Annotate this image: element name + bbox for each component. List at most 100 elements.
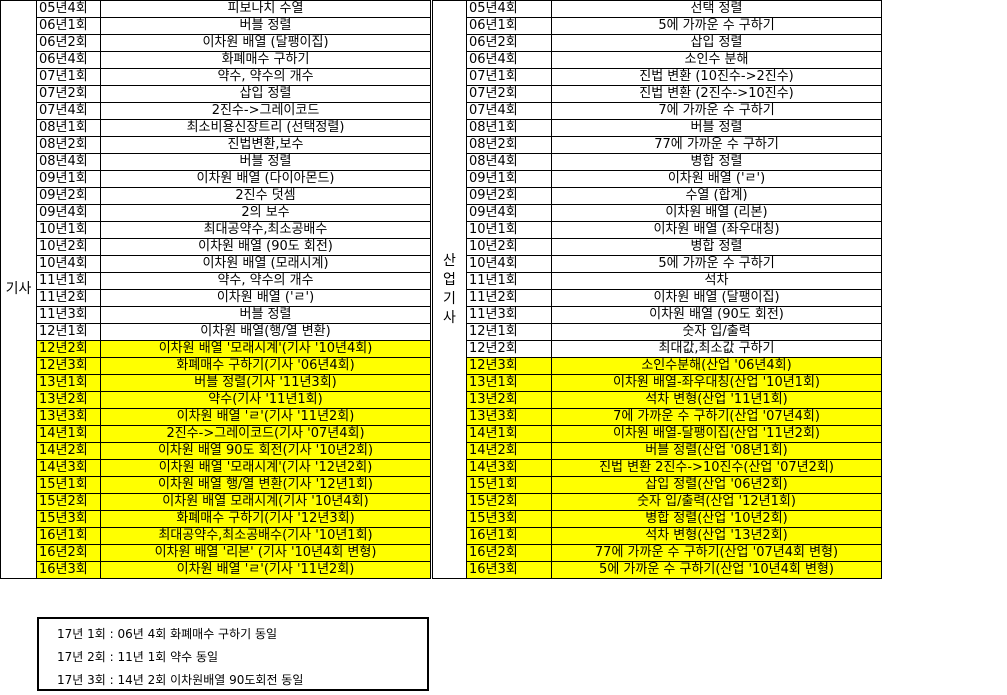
exam-session-cell: 08년1회 bbox=[36, 119, 101, 137]
table-row: 07년2회 삽입 정렬 bbox=[1, 85, 431, 103]
table-row: 기사 05년4회 피보나치 수열 bbox=[0, 0, 431, 579]
table-row: 13년3회 7에 가까운 수 구하기(산업 '07년4회) bbox=[433, 408, 882, 426]
exam-topic-cell: 5에 가까운 수 구하기 bbox=[551, 255, 882, 273]
table-row: 13년2회 약수(기사 '11년1회) bbox=[1, 391, 431, 409]
exam-topic-cell: 버블 정렬(기사 '11년3회) bbox=[100, 374, 431, 392]
table-row: 07년2회 진법 변환 (2진수->10진수) bbox=[433, 85, 882, 103]
exam-session-cell: 10년4회 bbox=[36, 255, 101, 273]
exam-session-cell: 07년4회 bbox=[466, 102, 552, 120]
table-row: 16년2회 77에 가까운 수 구하기(산업 '07년4회 변형) bbox=[433, 544, 882, 562]
table-row: 12년1회 이차원 배열(행/열 변환) bbox=[1, 323, 431, 341]
table-row: 14년3회 진법 변환 2진수->10진수(산업 '07년2회) bbox=[433, 459, 882, 477]
group-label-gisa: 기사 bbox=[0, 0, 37, 579]
table-row: 10년4회 이차원 배열 (모래시계) bbox=[1, 255, 431, 273]
table-row: 15년3회 병합 정렬(산업 '10년2회) bbox=[433, 510, 882, 528]
exam-session-cell: 13년1회 bbox=[36, 374, 101, 392]
exam-topic-cell: 약수(기사 '11년1회) bbox=[100, 391, 431, 409]
exam-topic-cell: 버블 정렬(산업 '08년1회) bbox=[551, 442, 882, 460]
exam-session-cell: 14년1회 bbox=[466, 425, 552, 443]
exam-session-cell: 15년1회 bbox=[466, 476, 552, 494]
exam-topic-cell: 석차 변형(산업 '13년2회) bbox=[551, 527, 882, 545]
exam-session-cell: 08년4회 bbox=[466, 153, 552, 171]
exam-topic-cell: 화폐매수 구하기 bbox=[100, 51, 431, 69]
exam-session-cell: 14년1회 bbox=[36, 425, 101, 443]
exam-session-cell: 09년2회 bbox=[36, 187, 101, 205]
exam-topic-cell: 이차원 배열 90도 회전(기사 '10년2회) bbox=[100, 442, 431, 460]
exam-topic-cell: 석차 변형(산업 '11년1회) bbox=[551, 391, 882, 409]
exam-session-cell: 07년4회 bbox=[36, 102, 101, 120]
exam-session-cell: 15년1회 bbox=[36, 476, 101, 494]
exam-session-cell: 14년3회 bbox=[36, 459, 101, 477]
exam-topic-cell: 이차원 배열 행/열 변환(기사 '12년1회) bbox=[100, 476, 431, 494]
exam-session-cell: 09년2회 bbox=[466, 187, 552, 205]
exam-topic-cell: 이차원 배열 '모래시계'(기사 '10년4회) bbox=[100, 340, 431, 358]
table-row: 14년3회 이차원 배열 '모래시계'(기사 '12년2회) bbox=[1, 459, 431, 477]
exam-topic-cell: 숫자 입/출력(산업 '12년1회) bbox=[551, 493, 882, 511]
table-row: 12년2회 최대값,최소값 구하기 bbox=[433, 340, 882, 358]
exam-session-cell: 08년2회 bbox=[36, 136, 101, 154]
exam-topic-cell: 5에 가까운 수 구하기(산업 '10년4회 변형) bbox=[551, 561, 882, 579]
exam-session-cell: 10년2회 bbox=[36, 238, 101, 256]
table-row: 16년1회 최대공약수,최소공배수(기사 '10년1회) bbox=[1, 527, 431, 545]
exam-topic-cell: 이차원 배열 'ㄹ'(기사 '11년2회) bbox=[100, 408, 431, 426]
exam-topic-cell: 이차원 배열 (90도 회전) bbox=[100, 238, 431, 256]
exam-session-cell: 11년1회 bbox=[36, 272, 101, 290]
group-label-text: 기사 bbox=[5, 281, 32, 297]
exam-session-cell: 11년2회 bbox=[466, 289, 552, 307]
table-row: 16년1회 석차 변형(산업 '13년2회) bbox=[433, 527, 882, 545]
exam-topic-cell: 버블 정렬 bbox=[100, 17, 431, 35]
table-row: 15년3회 화폐매수 구하기(기사 '12년3회) bbox=[1, 510, 431, 528]
exam-topic-cell: 숫자 입/출력 bbox=[551, 323, 882, 341]
exam-topic-cell: 진법 변환 2진수->10진수(산업 '07년2회) bbox=[551, 459, 882, 477]
table-row: 09년1회 이차원 배열 ('ㄹ') bbox=[433, 170, 882, 188]
table-row: 11년3회 이차원 배열 (90도 회전) bbox=[433, 306, 882, 324]
exam-session-cell: 14년2회 bbox=[466, 442, 552, 460]
table-row: 15년1회 이차원 배열 행/열 변환(기사 '12년1회) bbox=[1, 476, 431, 494]
table-row: 07년4회 2진수->그레이코드 bbox=[1, 102, 431, 120]
exam-session-cell: 11년2회 bbox=[36, 289, 101, 307]
exam-session-cell: 08년2회 bbox=[466, 136, 552, 154]
exam-session-cell: 14년2회 bbox=[36, 442, 101, 460]
table-row: 14년2회 버블 정렬(산업 '08년1회) bbox=[433, 442, 882, 460]
exam-topic-cell: 이차원 배열 ('ㄹ') bbox=[551, 170, 882, 188]
exam-topic-cell: 진법 변환 (2진수->10진수) bbox=[551, 85, 882, 103]
exam-topic-cell: 선택 정렬 bbox=[551, 0, 882, 18]
exam-topic-cell: 약수, 약수의 개수 bbox=[100, 272, 431, 290]
exam-session-cell: 10년1회 bbox=[36, 221, 101, 239]
exam-topic-cell: 이차원 배열 (90도 회전) bbox=[551, 306, 882, 324]
exam-topic-cell: 이차원 배열 ('ㄹ') bbox=[100, 289, 431, 307]
exam-session-cell: 12년1회 bbox=[36, 323, 101, 341]
table-row: 10년1회 최대공약수,최소공배수 bbox=[1, 221, 431, 239]
table-row: 09년1회 이차원 배열 (다이아몬드) bbox=[1, 170, 431, 188]
table-row: 11년2회 이차원 배열 ('ㄹ') bbox=[1, 289, 431, 307]
exam-topic-cell: 화폐매수 구하기(기사 '12년3회) bbox=[100, 510, 431, 528]
group-label-sanup-gisa: 산업기사 bbox=[432, 0, 467, 579]
exam-session-cell: 10년2회 bbox=[466, 238, 552, 256]
table-row: 13년1회 버블 정렬(기사 '11년3회) bbox=[1, 374, 431, 392]
table-row: 06년4회 화폐매수 구하기 bbox=[1, 51, 431, 69]
exam-session-cell: 11년1회 bbox=[466, 272, 552, 290]
exam-session-cell: 15년3회 bbox=[466, 510, 552, 528]
exam-topic-cell: 석차 bbox=[551, 272, 882, 290]
exam-session-cell: 06년4회 bbox=[466, 51, 552, 69]
table-row: 16년3회 5에 가까운 수 구하기(산업 '10년4회 변형) bbox=[433, 561, 882, 579]
exam-topic-cell: 77에 가까운 수 구하기 bbox=[551, 136, 882, 154]
exam-session-cell: 16년2회 bbox=[466, 544, 552, 562]
exam-topic-cell: 이차원 배열 (달팽이집) bbox=[100, 34, 431, 52]
table-row: 11년1회 석차 bbox=[433, 272, 882, 290]
exam-topic-cell: 이차원 배열-달팽이집(산업 '11년2회) bbox=[551, 425, 882, 443]
exam-topic-cell: 이차원 배열 '리본' (기사 '10년4회 변형) bbox=[100, 544, 431, 562]
exam-session-cell: 09년1회 bbox=[36, 170, 101, 188]
exam-session-cell: 15년3회 bbox=[36, 510, 101, 528]
table-row: 08년1회 최소비용신장트리 (선택정렬) bbox=[1, 119, 431, 137]
exam-topic-cell: 수열 (합계) bbox=[551, 187, 882, 205]
table-row: 12년3회 화폐매수 구하기(기사 '06년4회) bbox=[1, 357, 431, 375]
exam-session-cell: 14년3회 bbox=[466, 459, 552, 477]
table-row: 16년3회 이차원 배열 'ㄹ'(기사 '11년2회) bbox=[1, 561, 431, 579]
notes-box: 17년 1회 : 06년 4회 화폐매수 구하기 동일 17년 2회 : 11년… bbox=[37, 617, 429, 691]
table-row: 09년2회 수열 (합계) bbox=[433, 187, 882, 205]
exam-session-cell: 06년2회 bbox=[36, 34, 101, 52]
table-row: 07년1회 약수, 약수의 개수 bbox=[1, 68, 431, 86]
exam-topic-cell: 소인수 분해 bbox=[551, 51, 882, 69]
exam-topic-cell: 2의 보수 bbox=[100, 204, 431, 222]
